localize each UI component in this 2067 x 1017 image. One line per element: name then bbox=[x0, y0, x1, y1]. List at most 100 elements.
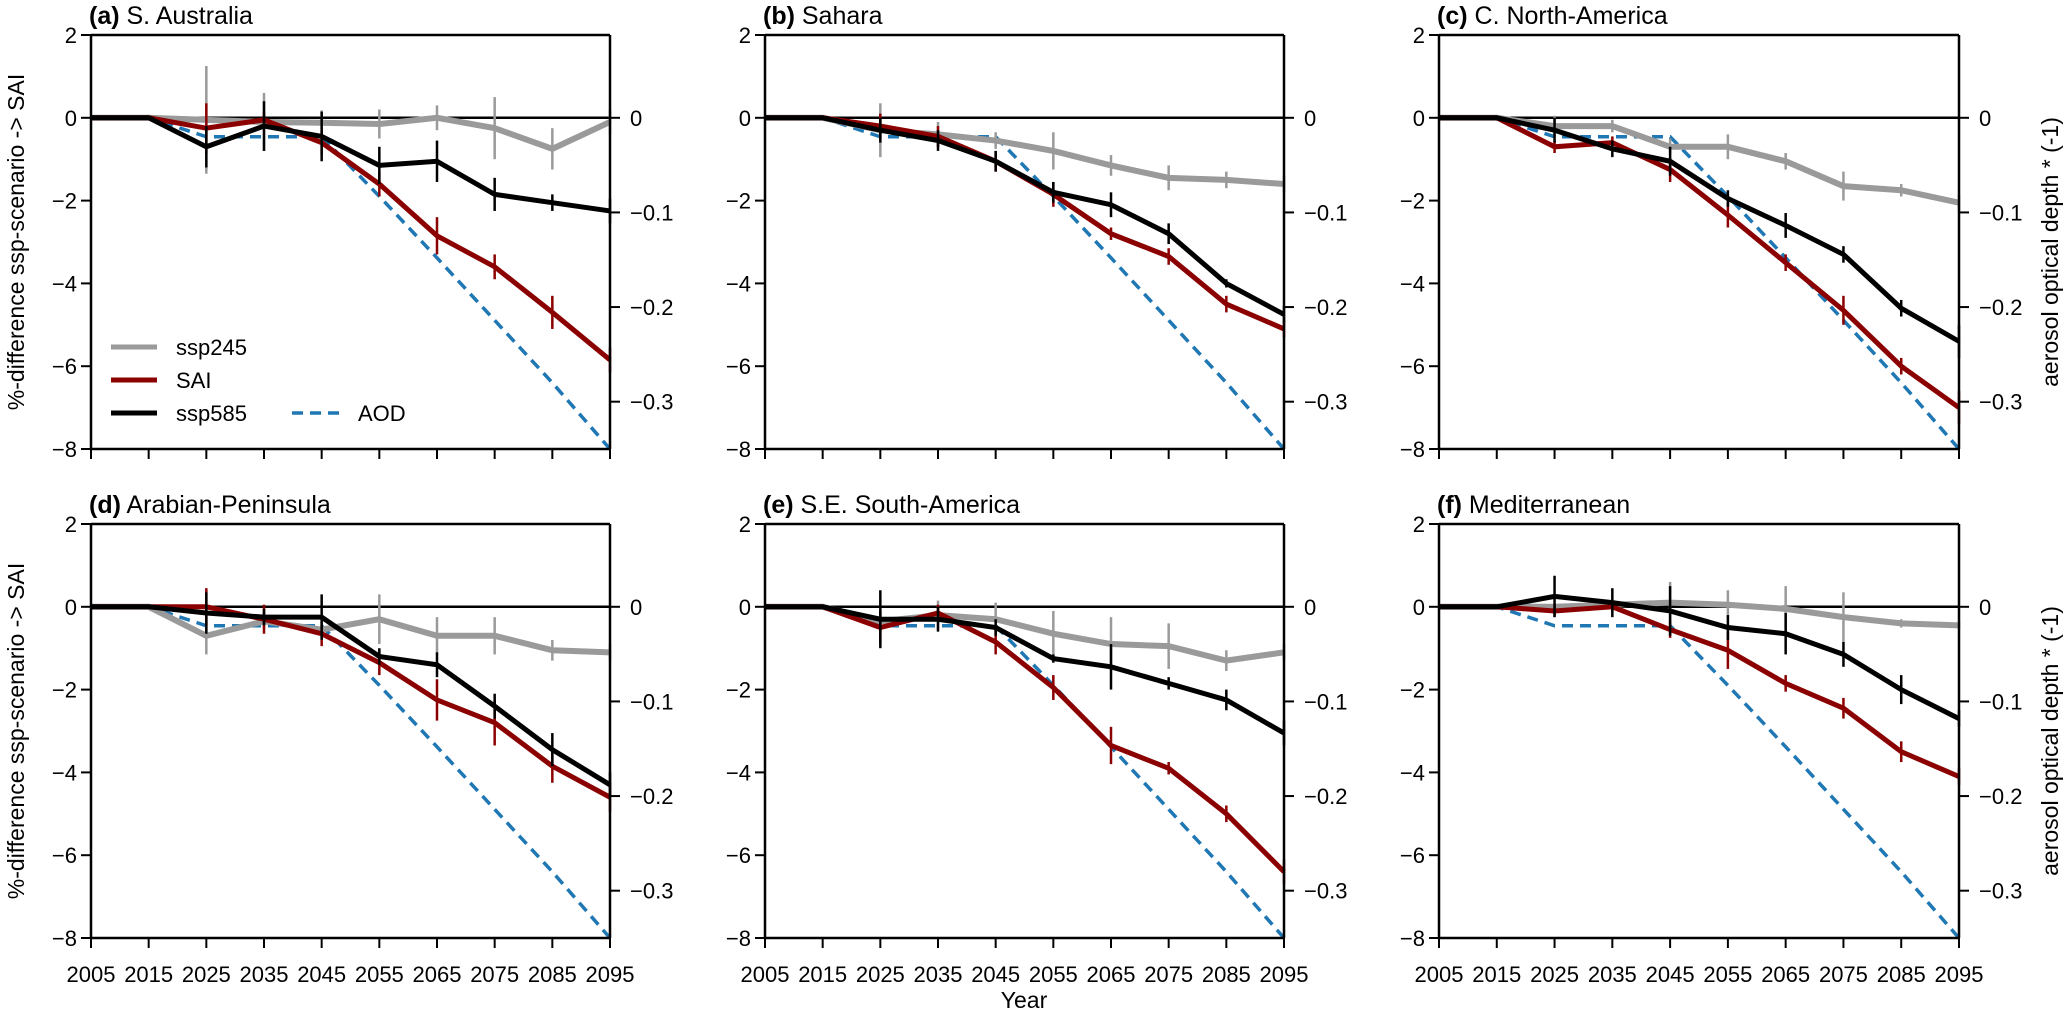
x-tick-label: 2055 bbox=[1029, 962, 1078, 987]
x-tick-label: 2095 bbox=[586, 962, 635, 987]
x-tick-label: 2015 bbox=[798, 962, 847, 987]
panel-title: (d) Arabian-Peninsula bbox=[89, 491, 331, 519]
right-y-tick-label: −0.3 bbox=[1979, 390, 2022, 415]
panel-letter: (f) bbox=[1437, 491, 1462, 519]
panel-title: (e) S.E. South-America bbox=[763, 491, 1020, 519]
right-y-tick-label: 0 bbox=[630, 595, 642, 620]
x-tick-label: 2005 bbox=[67, 962, 116, 987]
right-y-tick-label: −0.1 bbox=[1979, 200, 2022, 225]
panel-letter: (c) bbox=[1437, 2, 1468, 30]
legend-label: ssp245 bbox=[176, 335, 247, 360]
right-y-tick-label: −0.3 bbox=[1979, 879, 2022, 904]
right-y-tick-label: −0.2 bbox=[630, 295, 673, 320]
y-tick-label: −4 bbox=[726, 271, 751, 296]
right-y-tick-label: −0.1 bbox=[1304, 200, 1347, 225]
y-tick-label: −6 bbox=[52, 354, 77, 379]
panel-name: Sahara bbox=[795, 2, 883, 30]
y-tick-label: −4 bbox=[1400, 760, 1425, 785]
y-tick-label: 2 bbox=[65, 512, 77, 537]
y-tick-label: −8 bbox=[52, 926, 77, 951]
panel-letter: (a) bbox=[89, 2, 120, 30]
series-aod-line bbox=[765, 116, 1286, 451]
series-sai-line bbox=[91, 604, 612, 800]
series-ssp245-line bbox=[91, 114, 612, 153]
legend: ssp245 SAI ssp585 AOD bbox=[111, 335, 406, 426]
panel-name: Arabian-Peninsula bbox=[121, 491, 331, 519]
y-tick-label: −6 bbox=[1400, 843, 1425, 868]
series-ssp585-line bbox=[91, 115, 611, 214]
x-axis-title: Year bbox=[1001, 987, 1048, 1013]
y-tick-label: 2 bbox=[65, 23, 77, 48]
panel-name: C. North-America bbox=[1468, 2, 1668, 30]
y-tick-label: 2 bbox=[739, 512, 751, 537]
y-tick-label: −2 bbox=[726, 678, 751, 703]
y-tick-label: −8 bbox=[1400, 437, 1425, 462]
y-tick-label: −8 bbox=[726, 926, 751, 951]
x-tick-label: 2065 bbox=[1087, 962, 1136, 987]
x-tick-label: 2085 bbox=[528, 962, 577, 987]
x-tick-label: 2045 bbox=[971, 962, 1020, 987]
y-tick-label: −8 bbox=[1400, 926, 1425, 951]
y-tick-label: −4 bbox=[52, 760, 77, 785]
y-tick-label: −2 bbox=[726, 189, 751, 214]
right-y-tick-label: −0.2 bbox=[1979, 784, 2022, 809]
right-y-tick-label: −0.2 bbox=[1304, 295, 1347, 320]
panel-mediterranean: (f) Mediterranean 2 0 −2 −4 −6 −8 0 −0.1 −0.2 −0.3… bbox=[1400, 491, 2063, 987]
legend-label: AOD bbox=[358, 401, 406, 426]
x-tick-label: 2065 bbox=[413, 962, 462, 987]
panel-name: S.E. South-America bbox=[794, 491, 1021, 519]
right-y-tick-label: 0 bbox=[1304, 106, 1316, 131]
panel-name: S. Australia bbox=[120, 2, 253, 30]
x-tick-label: 2065 bbox=[1761, 962, 1810, 987]
right-y-tick-label: −0.3 bbox=[630, 879, 673, 904]
right-y-tick-label: 0 bbox=[630, 106, 642, 131]
series-aod-line bbox=[1439, 605, 1961, 940]
y-tick-label: −8 bbox=[726, 437, 751, 462]
right-y-tick-label: −0.3 bbox=[630, 390, 673, 415]
right-y-tick-label: −0.1 bbox=[630, 689, 673, 714]
series-ssp585-line bbox=[1439, 115, 1961, 344]
series-ssp585-line bbox=[1439, 593, 1961, 721]
panel-arabian-peninsula: (d) Arabian-Peninsula 2 0 −2 −4 −6 −8 0 −0.1 −0.2… bbox=[3, 491, 673, 987]
series-aod-line bbox=[765, 605, 1286, 940]
x-tick-label: 2015 bbox=[124, 962, 173, 987]
series-sai-line bbox=[91, 115, 612, 362]
y-tick-label: 2 bbox=[739, 23, 751, 48]
panel-s-e-south-america: (e) S.E. South-America 2 0 −2 −4 −6 −8 0 −0.1 −0.… bbox=[726, 491, 1348, 987]
panel-title: (b) Sahara bbox=[763, 2, 883, 30]
x-tick-label: 2095 bbox=[1935, 962, 1984, 987]
y-tick-label: −6 bbox=[726, 843, 751, 868]
y-axis-title: %-difference ssp-scenario -> SAI bbox=[3, 74, 29, 410]
x-tick-label: 2015 bbox=[1472, 962, 1521, 987]
right-y-tick-label: −0.1 bbox=[1304, 689, 1347, 714]
x-tick-label: 2045 bbox=[1646, 962, 1695, 987]
legend-item-ssp245: ssp245 bbox=[111, 335, 247, 360]
series-ssp245-line bbox=[91, 603, 611, 656]
y-tick-label: 2 bbox=[1413, 512, 1425, 537]
y-tick-label: −4 bbox=[1400, 271, 1425, 296]
right-y-tick-label: −0.1 bbox=[630, 200, 673, 225]
panel-s-australia: (a) S. Australia 2 0 −2 −4 −6 −8 0 −0.1 −0.2 −0.3%… bbox=[3, 2, 673, 462]
y-tick-label: 0 bbox=[1413, 595, 1425, 620]
y-tick-label: 0 bbox=[1413, 106, 1425, 131]
x-tick-label: 2005 bbox=[741, 962, 790, 987]
y-tick-label: −2 bbox=[1400, 678, 1425, 703]
y-axis-title: %-difference ssp-scenario -> SAI bbox=[3, 563, 29, 899]
x-tick-label: 2035 bbox=[240, 962, 289, 987]
x-tick-label: 2055 bbox=[355, 962, 404, 987]
legend-item-aod: AOD bbox=[292, 401, 406, 426]
y-tick-label: 0 bbox=[739, 595, 751, 620]
y-tick-label: −2 bbox=[52, 678, 77, 703]
panel-title: (c) C. North-America bbox=[1437, 2, 1668, 30]
x-tick-label: 2095 bbox=[1260, 962, 1309, 987]
right-y-axis-title: aerosol optical depth * (-1) bbox=[2037, 606, 2063, 876]
series-ssp585-line bbox=[765, 604, 1286, 736]
y-tick-label: 0 bbox=[65, 106, 77, 131]
series-sai-line bbox=[1439, 604, 1960, 779]
y-tick-label: −4 bbox=[726, 760, 751, 785]
series-ssp585-line bbox=[765, 115, 1286, 317]
panel-c-north-america: (c) C. North-America 2 0 −2 −4 −6 −8 0 −0.1 −0.2 −… bbox=[1400, 2, 2063, 462]
right-y-tick-label: −0.3 bbox=[1304, 390, 1347, 415]
legend-item-sai: SAI bbox=[111, 368, 211, 393]
x-tick-label: 2035 bbox=[914, 962, 963, 987]
